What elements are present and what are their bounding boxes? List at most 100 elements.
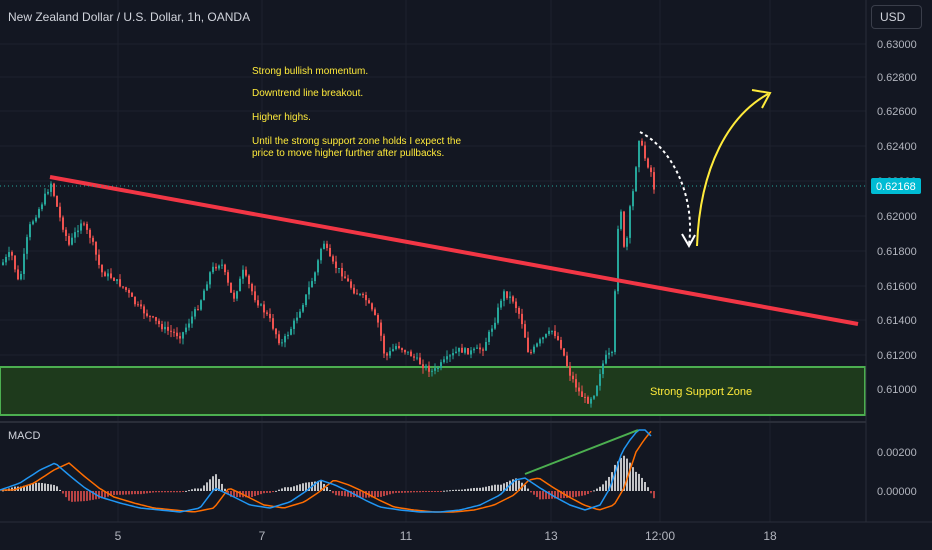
macd-histogram-bar [506,482,508,491]
candle-body [452,353,454,356]
candle-body [71,237,73,245]
time-tick-label: 5 [115,529,122,543]
macd-histogram-bar [179,491,181,493]
time-axis[interactable]: 5 7 11 13 12:00 18 [115,529,777,543]
candle-body [188,323,190,328]
time-tick-label: 7 [259,529,266,543]
macd-histogram-bar [74,491,76,502]
candle-body [323,243,325,249]
candle-body [257,300,259,306]
candle-body [608,352,610,355]
macd-histogram-bar [458,489,460,491]
candle-body [182,332,184,339]
macd-histogram-bar [365,491,367,498]
candle-body [176,332,178,337]
candle-body [44,193,46,205]
candle-body [380,322,382,336]
macd-histogram-bar [320,480,322,491]
macd-histogram-bar [344,491,346,497]
macd-histogram-bar [86,491,88,501]
candle-body [554,330,556,337]
trend-arrow-up-icon [696,89,772,247]
macd-histogram-bar [632,467,634,491]
candle-body [125,287,127,290]
macd-histogram-bar [272,491,274,493]
macd-histogram-bar [101,491,103,499]
macd-histogram-bar [56,486,58,491]
macd-histogram-bar [188,490,190,492]
candle-body [635,167,637,192]
candle-body [284,336,286,343]
candle-body [596,385,598,396]
macd-histogram-bar [515,478,517,491]
candle-body [437,367,439,369]
candle-body [515,301,517,308]
macd-histogram-bar [338,491,340,496]
macd-histogram-bar [116,491,118,495]
candle-body [17,269,19,280]
macd-histogram-bar [161,491,163,493]
candle-body [98,254,100,265]
macd-histogram-bar [335,491,337,496]
candle-body [251,283,253,292]
currency-button[interactable]: USD [871,5,922,29]
candle-body [458,347,460,352]
macd-histogram-bar [236,491,238,498]
candle-body [485,341,487,351]
candle-body [362,293,364,296]
macd-histogram-bar [98,491,100,499]
candle-body [407,351,409,353]
macd-histogram-bar [644,482,646,491]
candle-body [551,330,553,332]
candle-body [431,370,433,372]
macd-histogram-bar [20,486,22,491]
macd-histogram-bar [2,490,4,492]
candle-body [185,327,187,333]
candle-body [83,223,85,225]
candle-body [146,313,148,316]
candle-body [521,313,523,325]
macd-histogram-bar [623,455,625,491]
macd-histogram-bar [215,474,217,491]
candle-body [629,206,631,238]
candle-body [356,293,358,295]
candle-body [221,264,223,266]
candle-body [593,395,595,399]
macd-histogram-bar [158,491,160,493]
candle-body [599,374,601,386]
macd-histogram-bar [77,491,79,502]
candle-body [587,397,589,404]
macd-histogram-bar [113,491,115,496]
candle-body [59,206,61,218]
macd-histogram-bar [254,491,256,497]
candle-body [335,261,337,269]
macd-histogram-bar [578,491,580,497]
price-tick-label: 0.61000 [877,384,917,396]
macd-histogram-bar [92,491,94,500]
macd-histogram-bar [419,491,421,493]
price-tick-label: 0.61200 [877,350,917,362]
candle-body [128,289,130,293]
macd-histogram-bar [584,491,586,496]
downtrend-line[interactable] [49,175,859,326]
candle-body [194,309,196,317]
candle-body [473,348,475,351]
macd-histogram-bar [518,480,520,491]
candle-body [155,317,157,321]
candle-body [500,300,502,308]
macd-histogram-bar [413,491,415,493]
macd-histogram-bar [29,484,31,491]
candle-body [11,252,13,256]
candle-body [233,292,235,299]
candle-body [557,336,559,341]
macd-histogram-bar [233,491,235,497]
candle-body [212,266,214,273]
candle-body [425,365,427,369]
divergence-line[interactable] [524,429,639,475]
candle-body [572,375,574,380]
candle-body [56,195,58,207]
candle-body [2,262,4,265]
macd-histogram-bar [317,481,319,491]
macd-tick-label: 0.00200 [877,447,917,459]
